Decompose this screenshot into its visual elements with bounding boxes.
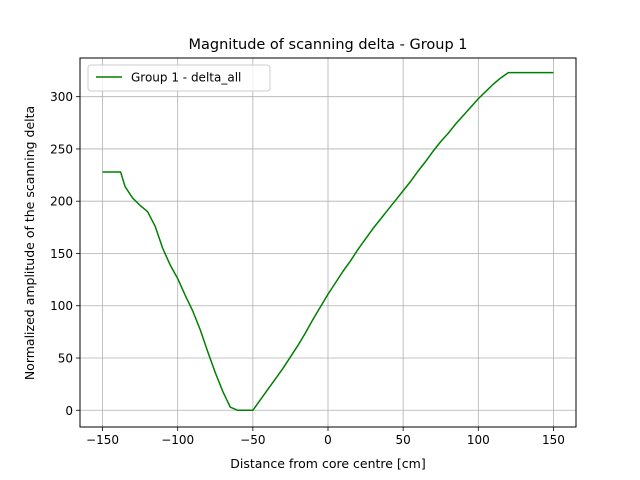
x-tick-label: 100 — [467, 433, 490, 447]
y-tick-label: 150 — [50, 247, 73, 261]
x-tick-label: −100 — [161, 433, 194, 447]
y-axis-label: Normalized amplitude of the scanning del… — [22, 106, 37, 380]
x-tick-label: 150 — [542, 433, 565, 447]
y-tick-label: 50 — [58, 352, 73, 366]
x-axis-label: Distance from core centre [cm] — [230, 456, 425, 471]
legend-entry-label: Group 1 - delta_all — [131, 71, 241, 85]
x-tick-label: −50 — [240, 433, 265, 447]
y-tick-label: 200 — [50, 195, 73, 209]
chart-title: Magnitude of scanning delta - Group 1 — [189, 37, 468, 53]
legend: Group 1 - delta_all — [88, 65, 270, 91]
y-tick-label: 0 — [65, 404, 73, 418]
x-tick-label: −150 — [86, 433, 119, 447]
x-tick-label: 0 — [324, 433, 332, 447]
y-tick-label: 250 — [50, 142, 73, 156]
y-tick-label: 100 — [50, 299, 73, 313]
x-tick-label: 50 — [396, 433, 411, 447]
y-tick-label: 300 — [50, 90, 73, 104]
